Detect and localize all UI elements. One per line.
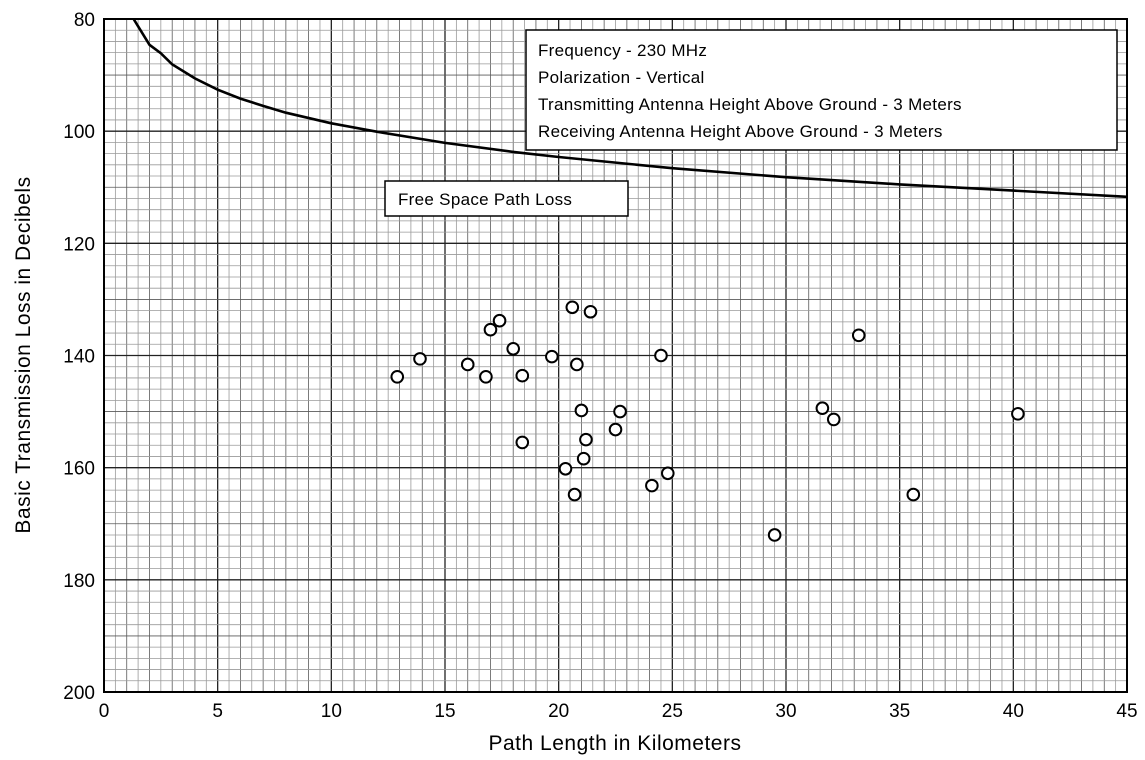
data-point — [515, 435, 530, 450]
data-point — [460, 357, 475, 372]
y-tick-label: 160 — [63, 459, 95, 480]
y-axis-title: Basic Transmission Loss in Decibels — [12, 176, 35, 533]
data-point — [660, 466, 675, 481]
data-point — [906, 487, 921, 502]
free-space-curve-layer — [132, 18, 1128, 199]
data-point — [570, 357, 584, 372]
x-tick-label: 10 — [321, 701, 342, 722]
data-point — [826, 412, 841, 427]
parameter-transmitting-height: Transmitting Antenna Height Above Ground… — [538, 95, 962, 114]
curve-label-box: Free Space Path Loss — [384, 180, 629, 217]
x-tick-label: 35 — [889, 701, 910, 722]
data-point — [645, 478, 659, 493]
y-tick-label: 200 — [63, 683, 95, 704]
x-tick-label: 20 — [548, 701, 569, 722]
data-point — [574, 403, 589, 418]
y-tick-label: 180 — [63, 571, 95, 592]
data-point — [479, 370, 493, 384]
data-point — [1011, 407, 1025, 421]
parameters-box: Frequency - 230 MHz Polarization - Verti… — [525, 29, 1118, 151]
parameter-frequency: Frequency - 230 MHz — [538, 41, 707, 60]
tick-labels: 0 5 10 15 20 25 30 35 40 45 80 100 120 140 160 180 200 — [63, 10, 1137, 722]
x-tick-label: 0 — [99, 701, 110, 722]
data-point — [515, 368, 530, 383]
data-point — [558, 461, 573, 476]
y-tick-label: 120 — [63, 234, 95, 255]
data-point — [583, 304, 598, 319]
free-space-path-loss-line — [132, 18, 1128, 199]
data-point — [390, 370, 405, 384]
data-point — [654, 348, 668, 363]
y-tick-label: 100 — [63, 122, 95, 143]
x-axis-title: Path Length in Kilometers — [489, 732, 742, 755]
data-point — [483, 322, 498, 337]
data-point — [815, 401, 830, 416]
x-tick-label: 45 — [1116, 701, 1137, 722]
x-tick-label: 40 — [1003, 701, 1024, 722]
data-point — [567, 487, 582, 502]
data-point — [613, 404, 627, 419]
y-tick-label: 80 — [74, 10, 95, 31]
y-tick-label: 140 — [63, 347, 95, 368]
x-tick-label: 25 — [662, 701, 683, 722]
data-point — [579, 432, 593, 447]
x-tick-label: 30 — [775, 701, 796, 722]
data-point — [413, 352, 427, 366]
data-point — [576, 451, 591, 466]
grid — [103, 18, 1128, 693]
data-point — [545, 349, 559, 364]
data-points — [390, 300, 1025, 542]
data-point — [608, 422, 623, 437]
curve-label: Free Space Path Loss — [398, 190, 572, 209]
parameter-polarization: Polarization - Vertical — [538, 68, 705, 87]
data-point — [767, 528, 782, 542]
data-point — [506, 341, 521, 356]
data-point — [492, 313, 507, 328]
x-tick-label: 5 — [212, 701, 223, 722]
plot-frame — [103, 18, 1128, 693]
parameter-receiving-height: Receiving Antenna Height Above Ground - … — [538, 122, 943, 141]
data-point — [565, 300, 580, 315]
data-point — [851, 328, 866, 343]
x-tick-label: 15 — [434, 701, 455, 722]
